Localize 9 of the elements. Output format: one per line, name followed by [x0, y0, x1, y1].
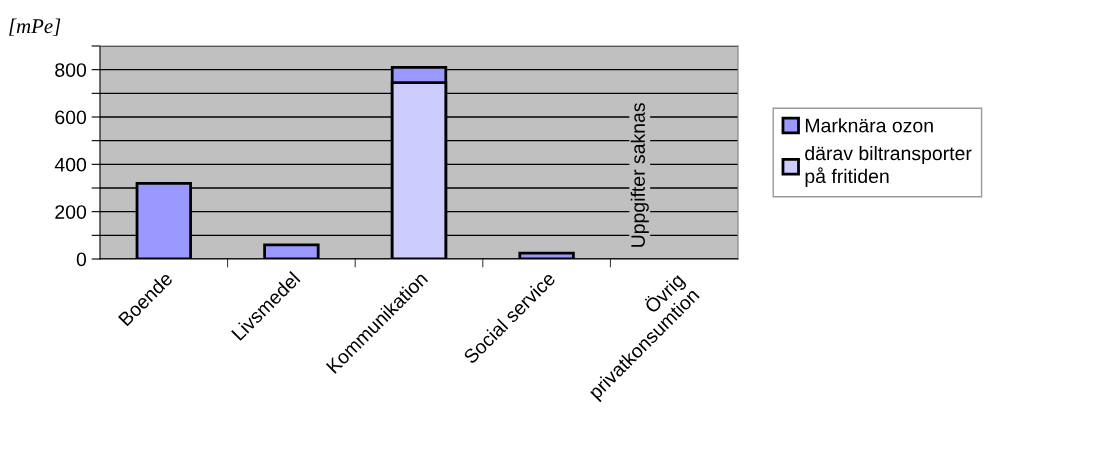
y-tick-label: 0	[76, 252, 87, 267]
y-axis-title: [mPe]	[9, 18, 61, 36]
legend-label: därav biltransporter på fritiden	[805, 145, 972, 187]
annotation: Uppgifter saknas	[630, 103, 649, 247]
y-tick-label: 800	[55, 63, 87, 77]
y-tick-label: 400	[54, 157, 87, 172]
y-tick-label: 600	[55, 110, 87, 125]
legend-label: Marknära ozon	[805, 118, 933, 133]
y-tick-label: 200	[55, 205, 87, 219]
